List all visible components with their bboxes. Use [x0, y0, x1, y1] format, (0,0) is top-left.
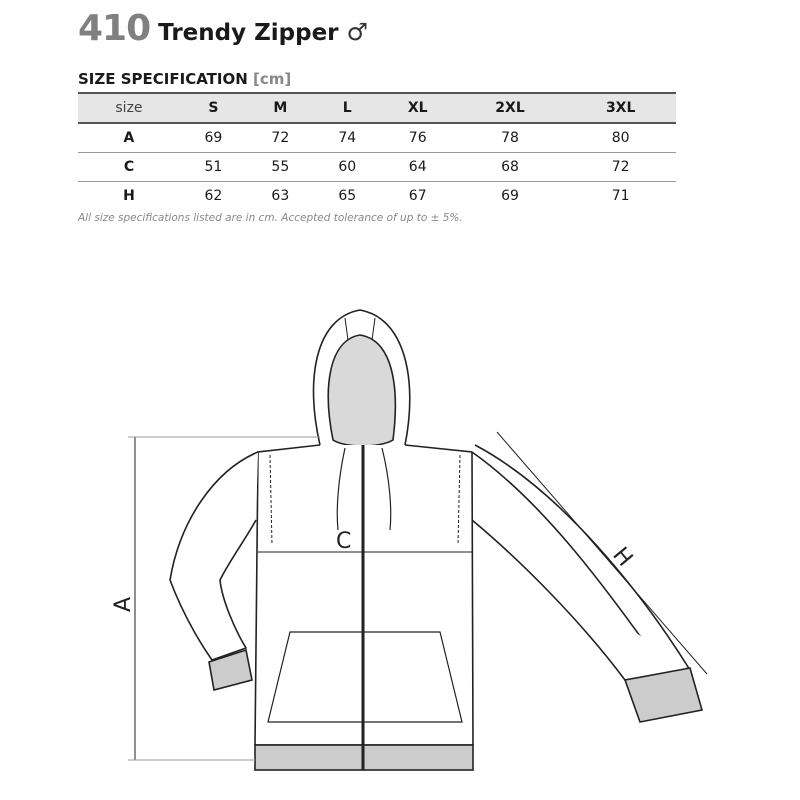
right-sleeve [471, 444, 693, 672]
table-cell: 74 [338, 130, 357, 146]
male-icon: ♂ [346, 18, 369, 46]
table-cell: 71 [611, 188, 630, 204]
table-cell: 72 [271, 130, 290, 146]
table-row: A 69 72 74 76 78 80 [78, 123, 676, 153]
dimension-h [496, 431, 708, 675]
column-header: 3XL [605, 100, 636, 116]
table-row: H 62 63 65 67 69 71 [78, 182, 676, 211]
left-sleeve [169, 451, 259, 661]
column-header: size [115, 100, 143, 116]
label-a: A [111, 597, 136, 612]
pocket [267, 631, 463, 723]
table-cell: 55 [271, 159, 290, 175]
right-cuff [623, 667, 704, 723]
table-cell: 63 [271, 188, 290, 204]
table-cell: 69 [501, 188, 519, 204]
table-cell: 76 [408, 130, 427, 146]
table-cell: 65 [338, 188, 357, 204]
column-header: XL [407, 100, 428, 116]
table-cell: 60 [338, 159, 357, 175]
row-label: C [123, 159, 135, 175]
table-cell: 80 [611, 130, 630, 146]
column-header: M [273, 100, 288, 116]
dimension-lines [128, 431, 708, 761]
column-header: S [208, 100, 219, 116]
product-title: 410 Trendy Zipper ♂ [78, 8, 368, 49]
table-cell: 51 [204, 159, 223, 175]
table-cell: 78 [501, 130, 519, 146]
row-label: H [123, 188, 135, 204]
label-c: C [336, 529, 351, 554]
table-cell: 67 [408, 188, 427, 204]
table-cell: 62 [204, 188, 223, 204]
table-cell: 72 [611, 159, 630, 175]
row-label: A [123, 130, 135, 146]
tolerance-note: All size specifications listed are in cm… [78, 212, 463, 224]
column-header: L [342, 100, 352, 116]
size-table: size S M L XL 2XL 3XL A 69 72 74 76 78 80 C 51 55 60 64 68… [78, 92, 676, 210]
left-cuff [208, 648, 253, 691]
drawstring [336, 447, 392, 531]
column-header: 2XL [495, 100, 525, 116]
table-header-row: size S M L XL 2XL 3XL [78, 93, 676, 123]
table-cell: 68 [501, 159, 519, 175]
product-name: Trendy Zipper [158, 20, 339, 46]
table-row: C 51 55 60 64 68 72 [78, 153, 676, 182]
table-cell: 64 [408, 159, 427, 175]
spec-heading: SIZE SPECIFICATION [cm] [78, 70, 292, 88]
product-code: 410 [78, 8, 151, 49]
table-cell: 69 [204, 130, 223, 146]
